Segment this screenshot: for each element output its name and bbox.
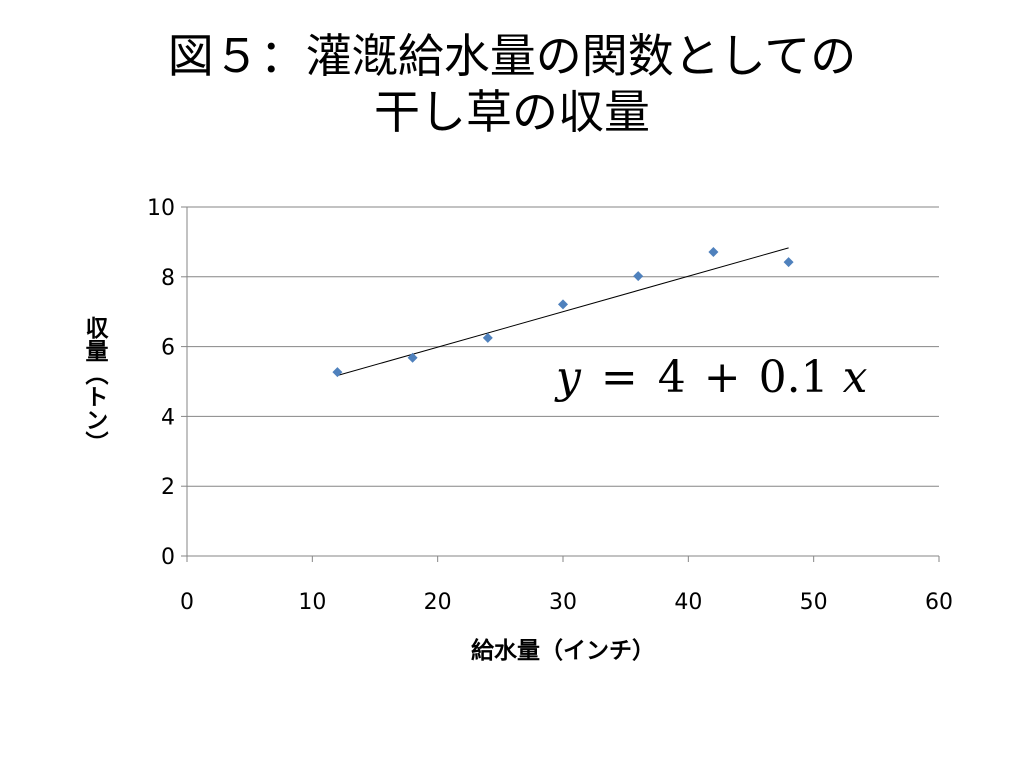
x-tick-label: 60	[925, 590, 953, 615]
slide-title-line-2: 干し草の収量	[374, 85, 650, 139]
y-tick-label: 8	[161, 266, 175, 291]
tick-labels: 0 2 4 6 8 10 0 10 20 30 40 50 60	[147, 196, 953, 615]
y-tick-label: 6	[161, 336, 175, 361]
data-point	[482, 332, 493, 343]
x-axis-title: 給水量（インチ）	[471, 637, 655, 664]
x-tick-label: 40	[674, 590, 702, 615]
x-tick-label: 10	[298, 590, 326, 615]
equation-y: y	[554, 352, 582, 403]
equation-equals: =	[601, 352, 638, 403]
y-tick-label: 0	[161, 545, 175, 570]
x-tick-label: 50	[800, 590, 828, 615]
gridlines	[187, 206, 939, 487]
equation-plus: +	[704, 352, 741, 403]
slide-title-line-1: 図５：灌漑給水量の関数としての	[167, 29, 857, 83]
data-point	[633, 271, 644, 282]
y-tick-label: 2	[161, 475, 175, 500]
data-points	[332, 247, 794, 378]
x-tick-label: 20	[424, 590, 452, 615]
y-axis-title: 収量（トン）	[81, 316, 109, 454]
data-point	[558, 299, 568, 310]
data-point	[332, 367, 343, 378]
equation-coefficient: 0.1	[759, 352, 829, 403]
trendline-equation: y = 4 + 0.1 x	[554, 352, 868, 403]
equation-x: x	[843, 352, 868, 403]
axes	[181, 206, 940, 562]
data-point	[407, 352, 418, 363]
equation-constant: 4	[658, 352, 686, 403]
y-tick-label: 10	[147, 196, 175, 221]
x-tick-label: 30	[549, 590, 577, 615]
data-point	[708, 247, 719, 258]
data-point	[783, 257, 794, 268]
y-tick-label: 4	[161, 405, 175, 430]
slide-title: 図５：灌漑給水量の関数としての 干し草の収量	[0, 28, 1024, 140]
x-tick-label: 0	[180, 590, 194, 615]
